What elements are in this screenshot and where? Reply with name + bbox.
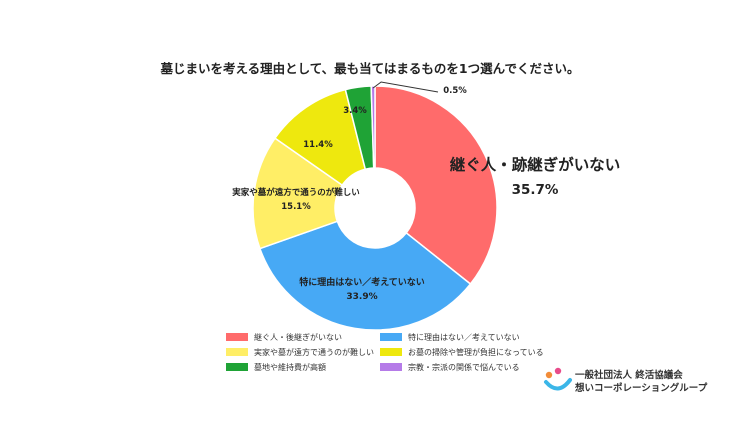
organization-logo: 一般社団法人 終活協議会 想いコーポレーショングループ xyxy=(543,366,707,394)
slice-value-label: 15.1% xyxy=(281,202,311,212)
slice-value-label: 33.9% xyxy=(346,292,377,302)
pie-slice xyxy=(258,220,472,331)
legend-entry: 宗教・宗派の関係で悩んでいる xyxy=(408,362,520,372)
slice-category-label: 実家や墓が遠方で通うのが難しい xyxy=(232,187,360,198)
legend-entry: お墓の掃除や管理が負担になっている xyxy=(408,347,544,357)
pie-slice xyxy=(370,85,376,169)
legend: 継ぐ人・後継ぎがいない 特に理由はない／考えていない実家や墓が遠方で通うのが難しい… xyxy=(226,332,544,372)
legend-swatch xyxy=(380,348,402,356)
legend-entry: 継ぐ人・後継ぎがいない xyxy=(254,332,342,342)
legend-entry: 特に理由はない／考えていない xyxy=(408,332,520,342)
chart-title: 墓じまいを考える理由として、最も当てはまるものを1つ選んでください。 xyxy=(160,61,580,76)
pie-slices xyxy=(252,85,498,331)
pie-slice xyxy=(252,137,344,250)
leader-line xyxy=(372,81,439,93)
slice-labels: 継ぐ人・跡継ぎがいない 35.7% 特に理由はない／考えていない 33.9% 実家や墓が… xyxy=(232,81,621,302)
slice-category-label: 特に理由はない／考えていない xyxy=(299,276,425,288)
slice-value-label: 3.4% xyxy=(343,106,367,116)
slice-category-label: 継ぐ人・跡継ぎがいない xyxy=(450,155,621,174)
legend-swatch xyxy=(226,363,248,371)
legend-swatch xyxy=(226,333,248,341)
slice-value-label: 0.5% xyxy=(443,86,467,96)
logo-line-2: 想いコーポレーショングループ xyxy=(575,383,708,394)
logo-mark-icon xyxy=(544,367,572,391)
legend-swatch xyxy=(380,333,402,341)
legend-swatch xyxy=(380,363,402,371)
legend-entry: 墓地や維持費が高額 xyxy=(254,362,326,372)
slice-value-label: 11.4% xyxy=(303,140,333,150)
pie-slice xyxy=(374,85,498,286)
slice-value-label: 35.7% xyxy=(512,182,559,198)
logo-line-1: 一般社団法人 終活協議会 xyxy=(575,370,683,381)
legend-entry: 実家や墓が遠方で通うのが難しい xyxy=(254,347,374,357)
legend-swatch xyxy=(226,348,248,356)
